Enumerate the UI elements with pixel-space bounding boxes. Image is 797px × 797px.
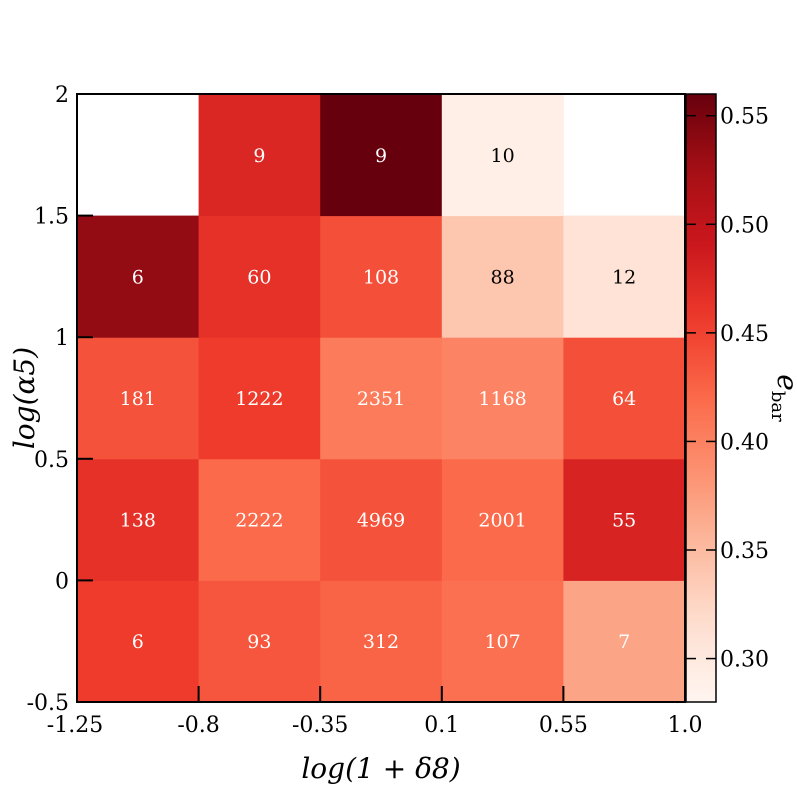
x-tick-label: -0.35: [292, 713, 348, 738]
cell-count-label: 312: [363, 631, 399, 653]
cell-count-label: 10: [491, 145, 515, 167]
heatmap-cell: [563, 580, 686, 703]
y-axis-label: log(α5): [8, 347, 41, 449]
y-tick-label: 1: [55, 326, 69, 351]
cell-count-label: 2001: [478, 510, 526, 532]
heatmap-cell: [441, 215, 564, 338]
heatmap-cell: [320, 580, 443, 703]
heatmap-cell: [320, 337, 443, 460]
x-tick-label: 0.1: [424, 713, 459, 738]
cell-count-label: 108: [363, 266, 399, 288]
cell-count-label: 1222: [235, 388, 283, 410]
colorbar-tick-label: 0.35: [720, 539, 769, 564]
heatmap-cell: [77, 580, 200, 703]
cell-count-label: 7: [618, 631, 630, 653]
cell-count-label: 9: [375, 145, 387, 167]
cell-count-label: 55: [612, 510, 636, 532]
colorbar-ticks: 0.30 0.35 0.40 0.45 0.50 0.55: [686, 105, 769, 673]
y-tick-label: 0.5: [34, 448, 69, 473]
colorbar-label: ebar: [767, 374, 797, 422]
heatmap-cell: [198, 94, 321, 217]
x-axis-ticks: -1.25 -0.8 -0.35 0.1 0.55 1.0: [47, 686, 703, 738]
cell-count-label: 12: [612, 266, 636, 288]
heatmap-cell: [198, 215, 321, 338]
heatmap-cell: [198, 580, 321, 703]
cell-count-label: 93: [247, 631, 271, 653]
colorbar-tick-label: 0.55: [720, 105, 769, 130]
cell-count-label: 64: [612, 388, 636, 410]
cell-count-label: 2351: [357, 388, 405, 410]
heatmap-cell: [77, 337, 200, 460]
cell-count-label: 6: [132, 266, 144, 288]
heatmap-cell: [563, 458, 686, 581]
cell-count-label: 107: [484, 631, 520, 653]
cell-count-label: 4969: [357, 510, 405, 532]
heatmap-cell: [198, 458, 321, 581]
y-tick-label: 2: [55, 83, 69, 108]
x-tick-label: -0.8: [177, 713, 219, 738]
cell-count-label: 138: [120, 510, 156, 532]
heatmap-cells: [77, 94, 686, 703]
plot-frame: [76, 93, 686, 703]
heatmap-cell: [77, 458, 200, 581]
x-tick-label: 1.0: [668, 713, 703, 738]
colorbar-tick-label: 0.40: [720, 430, 769, 455]
cell-count-label: 9: [253, 145, 265, 167]
cell-count-label: 181: [120, 388, 156, 410]
heatmap-cell: [441, 580, 564, 703]
heatmap-cell: [77, 215, 200, 338]
y-tick-label: 0: [55, 569, 69, 594]
cell-count-label: 60: [247, 266, 271, 288]
heatmap-cell: [320, 458, 443, 581]
x-tick-label: 0.55: [539, 713, 588, 738]
heatmap-cell: [198, 337, 321, 460]
heatmap-cell: [563, 215, 686, 338]
heatmap-cell: [441, 337, 564, 460]
colorbar-tick-label: 0.45: [720, 322, 769, 347]
x-tick-label: -1.25: [47, 713, 103, 738]
colorbar: [685, 93, 717, 703]
cell-count-labels: 6 93 312 107 7 138 2222 4969 2001 55 181 1222 2351 11…: [120, 145, 637, 653]
colorbar-tick-label: 0.50: [720, 213, 769, 238]
heatmap-cell: [320, 215, 443, 338]
y-axis-ticks: -0.5 0 0.5 1 1.5 2: [27, 83, 93, 716]
cell-count-label: 1168: [478, 388, 526, 410]
heatmap-cell: [563, 337, 686, 460]
colorbar-tick-label: 0.30: [720, 648, 769, 673]
cell-count-label: 2222: [235, 510, 283, 532]
y-tick-label: -0.5: [27, 691, 69, 716]
x-axis-label: log(1 + δ8): [301, 752, 460, 785]
heatmap-cell: [441, 458, 564, 581]
y-tick-label: 1.5: [34, 205, 69, 230]
cell-count-label: 88: [491, 266, 515, 288]
colorbar-label-main: e: [771, 374, 797, 391]
heatmap-cell: [320, 94, 443, 217]
cell-count-label: 6: [132, 631, 144, 653]
colorbar-label-sub: bar: [767, 391, 788, 422]
heatmap-cell: [441, 94, 564, 217]
